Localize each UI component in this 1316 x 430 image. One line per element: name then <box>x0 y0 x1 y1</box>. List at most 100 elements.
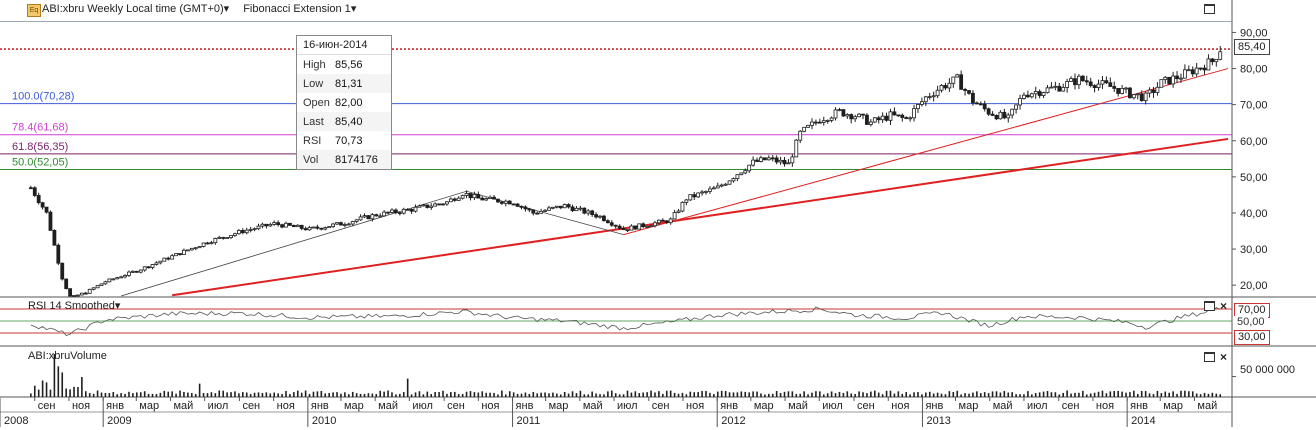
candle-body <box>1159 79 1164 88</box>
rsi-pane-label[interactable]: RSI 14 Smoothed▾ <box>28 299 120 312</box>
candle-body <box>743 170 748 174</box>
trendline <box>172 137 1229 297</box>
candle-body <box>1210 58 1215 63</box>
year-label: 2014 <box>1131 415 1155 427</box>
candle-body <box>711 187 716 190</box>
candle-body <box>1041 92 1046 96</box>
candle-body <box>1010 108 1015 116</box>
x-tick-label: июл <box>1027 400 1048 412</box>
volume-pane-label: ABI:xbruVolume <box>28 350 107 362</box>
candle-body <box>1143 92 1148 102</box>
candle-body <box>1124 87 1128 90</box>
candle-body <box>32 187 37 196</box>
candle-body <box>291 224 296 228</box>
candle-body <box>1214 58 1219 63</box>
candle-body <box>782 159 787 165</box>
candle-body <box>833 109 838 119</box>
candle-body <box>260 223 265 227</box>
candle-body <box>570 206 575 212</box>
candle-body <box>806 124 810 128</box>
candle-body <box>645 225 650 228</box>
rsi-mid-tick: 50,00 <box>1234 316 1268 329</box>
candle-body <box>1069 78 1073 82</box>
candle-body <box>551 206 555 209</box>
candle-body <box>704 190 708 193</box>
candle-body <box>36 195 41 204</box>
candle-body <box>236 230 241 235</box>
candle-body <box>755 159 759 162</box>
symbol-selector[interactable]: ABI:xbru Weekly Local time (GMT+0)▾ <box>42 2 229 15</box>
candle-body <box>1061 87 1066 92</box>
candle-body <box>562 204 567 209</box>
x-tick-label: мар <box>344 400 364 412</box>
candle-body <box>233 233 237 236</box>
candle-body <box>225 237 230 240</box>
candle-body <box>825 119 830 122</box>
data-tooltip: 16-июн-2014 High 85,56 Low 81,31 Open 82,00 La… <box>296 35 392 170</box>
candle-body <box>967 90 971 94</box>
candle-body <box>1080 75 1085 82</box>
candle-body <box>1194 67 1199 75</box>
y-tick-label: 40,00 <box>1240 208 1268 220</box>
x-tick-label: сен <box>857 400 875 412</box>
candle-body <box>527 208 532 211</box>
candle-body <box>629 225 634 231</box>
tooltip-key: Open <box>303 96 330 109</box>
candle-body <box>994 114 999 120</box>
candle-body <box>468 193 473 199</box>
equity-icon[interactable]: Eq <box>27 4 41 17</box>
candle-body <box>904 117 909 119</box>
candle-body <box>723 183 728 186</box>
rsi-pane-maximize-button[interactable] <box>1204 301 1215 311</box>
volume-pane-close-icon[interactable]: × <box>1220 350 1228 364</box>
candle-body <box>64 278 69 290</box>
candle-body <box>433 203 438 207</box>
candle-body <box>103 281 108 285</box>
candle-body <box>939 85 944 91</box>
candle-body <box>417 205 422 208</box>
study-selector[interactable]: Fibonacci Extension 1▾ <box>243 2 356 15</box>
candle-body <box>248 228 253 231</box>
candle-body <box>774 157 779 163</box>
candle-body <box>472 193 477 199</box>
candle-body <box>1108 82 1113 87</box>
candle-body <box>531 209 536 214</box>
candle-body <box>543 209 547 212</box>
candle-body <box>719 184 724 187</box>
candle-body <box>185 249 190 252</box>
volume-pane-maximize-button[interactable] <box>1204 352 1215 362</box>
x-tick-label: янв <box>516 400 534 412</box>
tooltip-value: 85,56 <box>335 58 363 71</box>
candle-body <box>288 222 292 226</box>
candle-body <box>1131 94 1136 99</box>
candle-body <box>182 249 186 256</box>
candle-body <box>935 89 940 97</box>
candle-body <box>154 262 159 265</box>
candle-body <box>853 116 858 120</box>
rsi-pane-close-icon[interactable]: × <box>1220 299 1228 313</box>
price-pane-maximize-button[interactable] <box>1204 4 1215 14</box>
tooltip-key: Low <box>303 77 324 90</box>
candle-body <box>158 260 163 264</box>
candle-body <box>978 103 983 106</box>
candle-body <box>613 224 618 227</box>
candle-body <box>488 196 493 199</box>
candle-body <box>1190 69 1195 75</box>
candle-body <box>849 114 854 120</box>
year-label: 2013 <box>926 415 950 427</box>
candle-body <box>448 198 453 203</box>
candle-body <box>1155 86 1160 93</box>
candle-body <box>609 222 614 226</box>
x-tick-label: май <box>788 400 808 412</box>
tooltip-value: 81,31 <box>335 77 363 90</box>
candle-body <box>519 205 524 208</box>
candle-body <box>1002 111 1007 119</box>
candle-body <box>602 215 606 222</box>
candle-body <box>393 209 398 213</box>
candle-body <box>111 278 116 281</box>
candle-body <box>802 126 807 132</box>
candle-body <box>692 194 697 198</box>
x-tick-label: май <box>993 400 1013 412</box>
candle-body <box>617 225 622 229</box>
